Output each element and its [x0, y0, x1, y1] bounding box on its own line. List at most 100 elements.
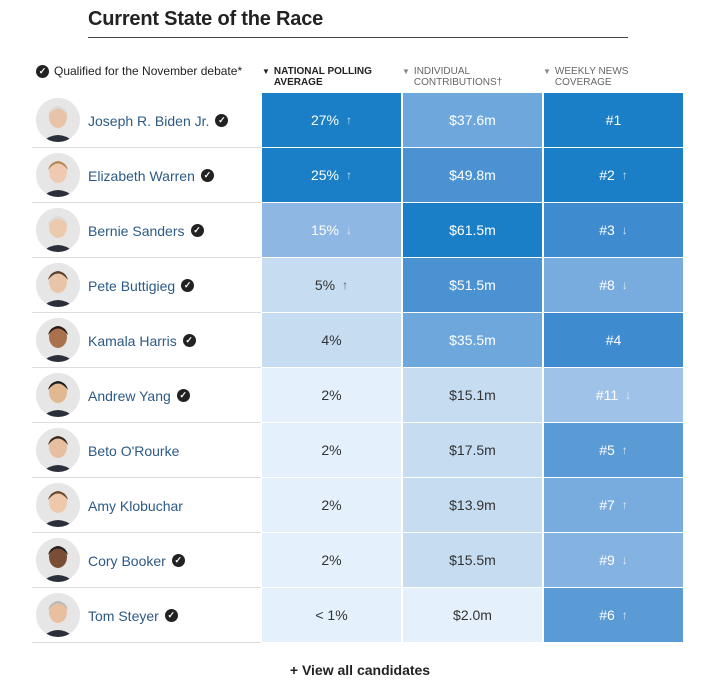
cell-value: #3	[599, 222, 615, 238]
legend-text: Qualified for the November debate*	[54, 64, 243, 78]
arrow-up-icon: ↑	[621, 443, 628, 457]
table-row: Kamala Harris ✓ 4% $35.5m #4	[32, 313, 683, 368]
qualified-check-icon: ✓	[190, 224, 204, 237]
column-header-polling-line2: Average	[273, 77, 323, 88]
qualified-check-icon: ✓	[200, 169, 214, 182]
cell-value: $35.5m	[449, 332, 496, 348]
arrow-up-icon: ↑	[621, 498, 628, 512]
polling-cell: 4%	[262, 313, 401, 367]
cell-value: $61.5m	[449, 222, 496, 238]
qualified-legend: ✓ Qualified for the November debate*	[36, 64, 242, 78]
column-header-contributions-line2: Contributions†	[413, 77, 503, 88]
row-divider	[32, 147, 261, 148]
candidate-name-link[interactable]: Amy Klobuchar	[88, 478, 183, 533]
qualified-check-icon: ✓	[182, 334, 196, 347]
arrow-up-icon: ↑	[346, 168, 353, 182]
cell-value: #2	[599, 167, 615, 183]
row-divider	[32, 642, 261, 643]
contributions-cell: $51.5m	[403, 258, 542, 312]
cell-value: #1	[605, 112, 622, 128]
arrow-up-icon: ↑	[342, 278, 349, 292]
candidate-name: Tom Steyer	[88, 607, 159, 624]
polling-cell: 5% ↑	[262, 258, 401, 312]
news-coverage-cell: #2 ↑	[544, 148, 683, 202]
cell-value: $15.1m	[449, 387, 496, 403]
contributions-cell: $2.0m	[403, 588, 542, 642]
row-divider	[32, 257, 261, 258]
candidate-name: Cory Booker	[88, 552, 166, 569]
cell-value: < 1%	[315, 607, 348, 623]
candidate-name: Pete Buttigieg	[88, 277, 176, 294]
candidate-name: Bernie Sanders	[88, 222, 185, 239]
news-coverage-cell: #1	[544, 93, 683, 147]
polling-cell: 15% ↓	[262, 203, 401, 257]
candidate-photo	[36, 208, 80, 252]
column-header-news[interactable]: ▼ Weekly News Coverage	[543, 66, 628, 88]
candidate-name-link[interactable]: Beto O'Rourke	[88, 423, 179, 478]
table-row: Tom Steyer ✓ < 1% $2.0m #6 ↑	[32, 588, 683, 643]
candidate-name: Amy Klobuchar	[88, 497, 183, 514]
candidate-name-link[interactable]: Kamala Harris ✓	[88, 313, 196, 368]
cell-value: $51.5m	[449, 277, 496, 293]
qualified-check-icon: ✓	[181, 279, 195, 292]
candidate-name: Joseph R. Biden Jr.	[88, 112, 210, 129]
candidate-name-link[interactable]: Bernie Sanders ✓	[88, 203, 204, 258]
candidate-photo	[36, 593, 80, 637]
qualified-check-icon: ✓	[215, 114, 229, 127]
news-coverage-cell: #7 ↑	[544, 478, 683, 532]
cell-value: $13.9m	[449, 497, 496, 513]
candidate-name-link[interactable]: Andrew Yang ✓	[88, 368, 190, 423]
cell-value: 4%	[321, 332, 342, 348]
column-header-polling[interactable]: ▼ National Polling Average	[262, 66, 372, 88]
table-row: Pete Buttigieg ✓ 5% ↑ $51.5m #8 ↓	[32, 258, 683, 313]
table-row: Cory Booker ✓ 2% $15.5m #9 ↓	[32, 533, 683, 588]
candidate-photo	[36, 318, 80, 362]
cell-value: $15.5m	[449, 552, 496, 568]
candidate-photo	[36, 153, 80, 197]
candidate-name-link[interactable]: Tom Steyer ✓	[88, 588, 178, 643]
row-divider	[32, 587, 261, 588]
column-header-contributions[interactable]: ▼ Individual Contributions†	[402, 66, 502, 88]
news-coverage-cell: #11 ↓	[544, 368, 683, 422]
arrow-down-icon: ↓	[621, 278, 628, 292]
polling-cell: 2%	[262, 533, 401, 587]
candidate-photo	[36, 483, 80, 527]
cell-value: #8	[599, 277, 615, 293]
candidate-name-link[interactable]: Joseph R. Biden Jr. ✓	[88, 93, 229, 148]
candidate-photo	[36, 98, 80, 142]
cell-value: #4	[605, 332, 622, 348]
news-coverage-cell: #6 ↑	[544, 588, 683, 642]
candidate-photo	[36, 373, 80, 417]
candidate-name-link[interactable]: Elizabeth Warren ✓	[88, 148, 214, 203]
cell-value: #9	[599, 552, 615, 568]
arrow-down-icon: ↓	[346, 223, 353, 237]
contributions-cell: $61.5m	[403, 203, 542, 257]
checkmark-icon: ✓	[36, 64, 49, 78]
contributions-cell: $17.5m	[403, 423, 542, 477]
cell-value: #7	[599, 497, 615, 513]
view-all-candidates-link[interactable]: + View all candidates	[289, 662, 431, 678]
contributions-cell: $15.5m	[403, 533, 542, 587]
polling-cell: 2%	[262, 478, 401, 532]
arrow-up-icon: ↑	[346, 113, 353, 127]
candidate-name: Elizabeth Warren	[88, 167, 195, 184]
row-divider	[32, 477, 261, 478]
cell-value: 2%	[321, 552, 342, 568]
polling-cell: < 1%	[262, 588, 401, 642]
qualified-check-icon: ✓	[164, 609, 178, 622]
row-divider	[32, 367, 261, 368]
candidate-name: Andrew Yang	[88, 387, 171, 404]
cell-value: 2%	[321, 387, 342, 403]
cell-value: $2.0m	[453, 607, 492, 623]
cell-value: 2%	[321, 442, 342, 458]
row-divider	[32, 202, 261, 203]
candidate-photo	[36, 263, 80, 307]
polling-cell: 27% ↑	[262, 93, 401, 147]
news-coverage-cell: #8 ↓	[544, 258, 683, 312]
cell-value: 15%	[310, 222, 340, 238]
candidate-name-link[interactable]: Pete Buttigieg ✓	[88, 258, 195, 313]
contributions-cell: $35.5m	[403, 313, 542, 367]
sort-triangle-icon: ▼	[402, 67, 410, 76]
cell-value: 5%	[314, 277, 336, 293]
candidate-name-link[interactable]: Cory Booker ✓	[88, 533, 185, 588]
